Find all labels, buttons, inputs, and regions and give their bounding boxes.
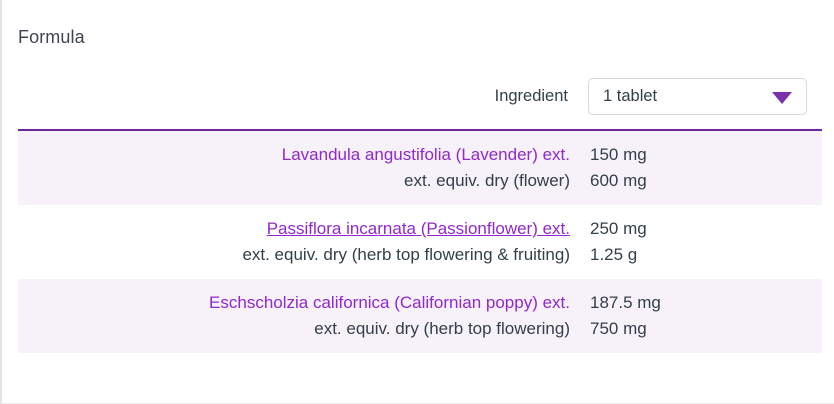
- ingredient-amount: 187.5 mg: [590, 293, 661, 312]
- table-row: Lavandula angustifolia (Lavender) ext. e…: [18, 131, 822, 205]
- ingredient-amount: 150 mg: [590, 145, 647, 164]
- dose-select[interactable]: 1 tablet: [588, 78, 807, 115]
- ingredient-amount: 250 mg: [590, 219, 647, 238]
- table-row: Passiflora incarnata (Passionflower) ext…: [18, 205, 822, 279]
- ingredient-amount-cell: 150 mg 600 mg: [590, 142, 822, 194]
- ingredient-amount-cell: 250 mg 1.25 g: [590, 216, 822, 268]
- equiv-amount: 600 mg: [590, 171, 647, 190]
- page-title: Formula: [18, 27, 85, 47]
- ingredient-link[interactable]: Passiflora incarnata (Passionflower) ext…: [266, 219, 570, 238]
- equiv-label: ext. equiv. dry (herb top flowering): [314, 319, 570, 338]
- table-row: Eschscholzia californica (Californian po…: [18, 279, 822, 353]
- ingredient-amount-cell: 187.5 mg 750 mg: [590, 290, 822, 342]
- ingredient-name-cell: Eschscholzia californica (Californian po…: [18, 290, 590, 342]
- ingredient-link[interactable]: Eschscholzia californica (Californian po…: [209, 293, 570, 312]
- ingredient-name-cell: Passiflora incarnata (Passionflower) ext…: [18, 216, 590, 268]
- table-header-row: Ingredient 1 tablet: [18, 78, 807, 115]
- chevron-down-icon: [772, 91, 792, 104]
- dose-select-value: 1 tablet: [603, 87, 658, 105]
- ingredient-column-header: Ingredient: [494, 87, 568, 105]
- equiv-label: ext. equiv. dry (herb top flowering & fr…: [242, 245, 570, 264]
- equiv-label: ext. equiv. dry (flower): [404, 171, 570, 190]
- equiv-amount: 1.25 g: [590, 245, 638, 264]
- equiv-amount: 750 mg: [590, 319, 647, 338]
- ingredient-name-cell: Lavandula angustifolia (Lavender) ext. e…: [18, 142, 590, 194]
- ingredient-link[interactable]: Lavandula angustifolia (Lavender) ext.: [281, 145, 570, 164]
- ingredients-table: Lavandula angustifolia (Lavender) ext. e…: [18, 129, 822, 353]
